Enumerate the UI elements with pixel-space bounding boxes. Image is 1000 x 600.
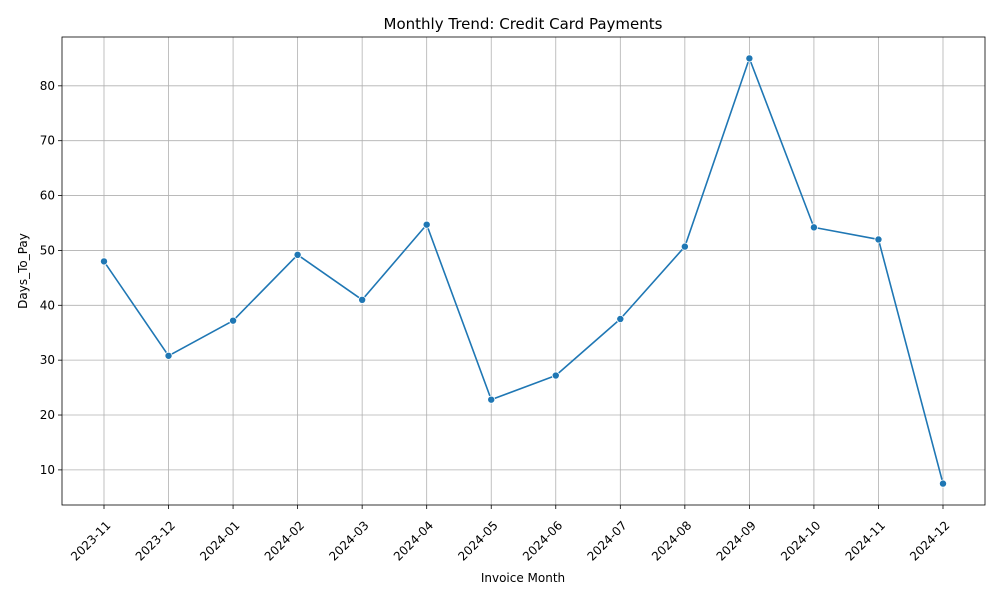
chart-title: Monthly Trend: Credit Card Payments — [384, 15, 663, 33]
data-point — [293, 250, 302, 259]
data-point — [422, 220, 431, 229]
x-tick-label: 2024-03 — [326, 518, 371, 563]
x-tick-label: 2024-04 — [391, 518, 436, 563]
y-axis-title: Days_To_Pay — [16, 233, 30, 309]
x-tick-label: 2024-01 — [197, 518, 242, 563]
data-point — [100, 257, 109, 266]
data-point — [487, 395, 496, 404]
data-point — [939, 479, 948, 488]
y-tick-label: 20 — [40, 408, 55, 422]
y-tick-label: 80 — [40, 79, 55, 93]
data-point — [745, 54, 754, 63]
plot-frame — [61, 36, 986, 506]
data-point — [164, 351, 173, 360]
data-point — [358, 295, 367, 304]
y-tick-label: 30 — [40, 353, 55, 367]
x-tick-label: 2023-12 — [133, 518, 178, 563]
y-tick-label: 60 — [40, 189, 55, 203]
x-tick-label: 2024-05 — [455, 518, 500, 563]
y-tick-label: 40 — [40, 298, 55, 312]
y-tick-label: 50 — [40, 243, 55, 257]
axes: 2023-11 2023-12 2024-01 2024-02 2024-03 2024-… — [40, 36, 986, 564]
data-point — [616, 315, 625, 324]
x-tick-label: 2024-02 — [262, 518, 307, 563]
x-tick-label: 2024-11 — [843, 518, 888, 563]
y-tick-label: 70 — [40, 134, 55, 148]
grid — [62, 37, 985, 505]
x-tick-label: 2024-12 — [907, 518, 952, 563]
data-point — [551, 371, 560, 380]
x-tick-label: 2024-06 — [520, 518, 565, 563]
series-line — [103, 57, 944, 485]
series-layer — [100, 54, 948, 488]
x-tick-label: 2024-09 — [714, 518, 759, 563]
x-tick-label: 2023-11 — [68, 518, 113, 563]
x-axis-title: Invoice Month — [481, 571, 565, 585]
data-point — [680, 242, 689, 251]
y-tick-label: 10 — [40, 463, 55, 477]
data-point — [229, 316, 238, 325]
data-point — [809, 223, 818, 232]
data-point — [874, 235, 883, 244]
x-tick-label: 2024-10 — [778, 518, 823, 563]
x-tick-label: 2024-07 — [584, 518, 629, 563]
x-tick-label: 2024-08 — [649, 518, 694, 563]
